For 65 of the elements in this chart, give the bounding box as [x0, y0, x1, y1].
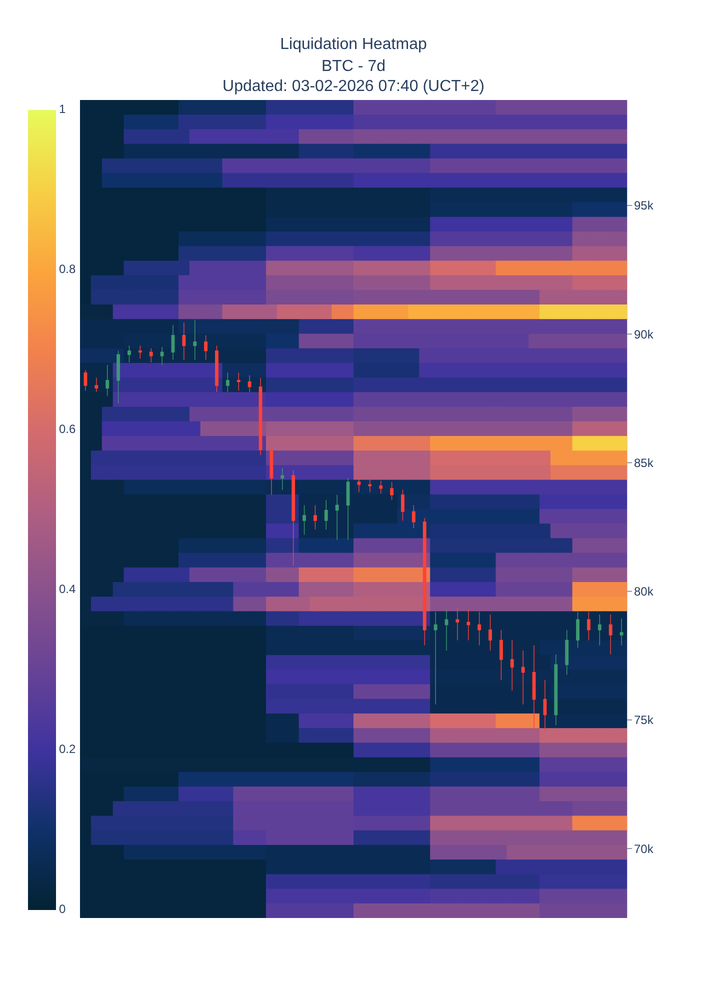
candlestick — [368, 478, 372, 493]
candlestick — [335, 494, 339, 540]
candlestick — [236, 372, 240, 392]
candlestick — [204, 335, 208, 360]
candlestick — [598, 614, 602, 646]
candlestick — [193, 320, 197, 360]
candlestick — [422, 518, 426, 646]
candlestick — [488, 614, 492, 651]
candlestick — [499, 630, 503, 680]
candlestick — [270, 439, 274, 496]
candlestick — [565, 630, 569, 676]
candlestick — [357, 475, 361, 493]
color-bar-label: 0 — [59, 902, 66, 916]
candlestick — [444, 608, 448, 651]
candlestick — [215, 345, 218, 392]
candlestick — [149, 348, 153, 363]
color-bar-label: 1 — [59, 102, 66, 116]
candlestick — [510, 640, 514, 691]
candlestick — [116, 350, 120, 404]
candlestick — [94, 377, 98, 392]
candlestick — [171, 324, 175, 360]
candlestick — [412, 504, 416, 529]
candlestick — [128, 345, 131, 363]
candlestick — [521, 650, 525, 705]
color-bar-label: 0.2 — [59, 742, 76, 756]
candlestick — [608, 614, 612, 655]
candlestick — [620, 618, 624, 646]
candlestick — [313, 504, 317, 530]
candlestick — [324, 500, 328, 530]
candlestick — [466, 608, 470, 641]
candlestick — [292, 470, 296, 566]
candlestick — [106, 364, 110, 396]
candlestick — [586, 612, 590, 641]
candlestick — [576, 612, 580, 648]
candlestick — [280, 467, 284, 490]
candlestick — [226, 372, 230, 392]
candlestick — [554, 654, 558, 726]
candlestick — [543, 680, 547, 732]
candlestick — [379, 480, 383, 494]
color-bar-label: 0.6 — [59, 422, 76, 436]
candlestick — [478, 612, 482, 646]
color-bar-label: 0.4 — [59, 582, 76, 596]
y-tick-label: 85k — [634, 456, 654, 470]
candlestick — [302, 504, 306, 536]
candlestick — [160, 346, 164, 366]
candlestick — [138, 345, 142, 359]
chart-subtitle: BTC - 7d — [320, 57, 386, 77]
candlestick — [182, 322, 186, 360]
y-tick-label: 95k — [634, 198, 654, 213]
color-bar-label: 0.8 — [59, 262, 76, 276]
y-tick-label: 80k — [634, 584, 654, 599]
candlestick — [532, 644, 536, 731]
candlestick — [456, 608, 460, 641]
chart-title: Liquidation Heatmap — [279, 35, 428, 55]
candlestick — [248, 374, 252, 392]
candlestick — [401, 489, 404, 521]
candlestick — [84, 370, 88, 392]
y-tick-label: 70k — [634, 842, 654, 856]
candlestick — [390, 482, 394, 500]
candlestick — [434, 612, 438, 705]
y-tick-label: 75k — [634, 713, 654, 728]
text: Updated: 03-02-2026 07:40 (UCT+2) — [222, 77, 486, 97]
candlestick — [346, 478, 350, 540]
candlestick — [258, 377, 262, 456]
y-tick-label: 90k — [634, 327, 654, 342]
